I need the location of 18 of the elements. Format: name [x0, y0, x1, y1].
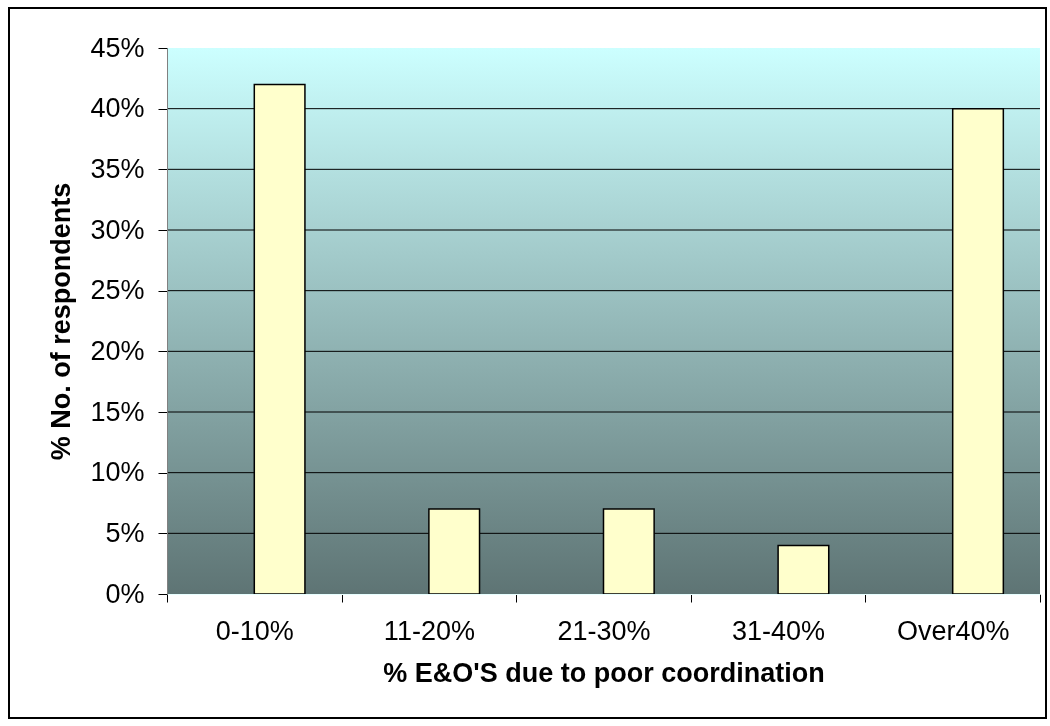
x-tick-label: 31-40%: [732, 615, 826, 646]
y-tick-label: 25%: [90, 275, 145, 306]
y-tick-label: 35%: [90, 153, 145, 184]
bar: [777, 544, 830, 595]
y-tick-label: 5%: [105, 517, 145, 548]
y-tick-label: 20%: [90, 335, 145, 366]
x-axis-title: % E&O'S due to poor coordination: [383, 657, 825, 688]
y-tick-label: 30%: [90, 214, 145, 245]
y-tick-label: 15%: [90, 396, 145, 427]
x-tick-label: 0-10%: [215, 615, 294, 646]
x-tick-label: Over40%: [896, 615, 1010, 646]
y-axis-title: % No. of respondents: [46, 182, 77, 461]
y-tick-label: 45%: [90, 32, 145, 63]
y-tick-label: 10%: [90, 457, 145, 488]
x-tick-label: 11-20%: [383, 615, 475, 646]
y-tick-label: 40%: [90, 93, 145, 124]
x-tick-label: 21-30%: [557, 615, 651, 646]
y-tick-label: 0%: [105, 578, 145, 609]
